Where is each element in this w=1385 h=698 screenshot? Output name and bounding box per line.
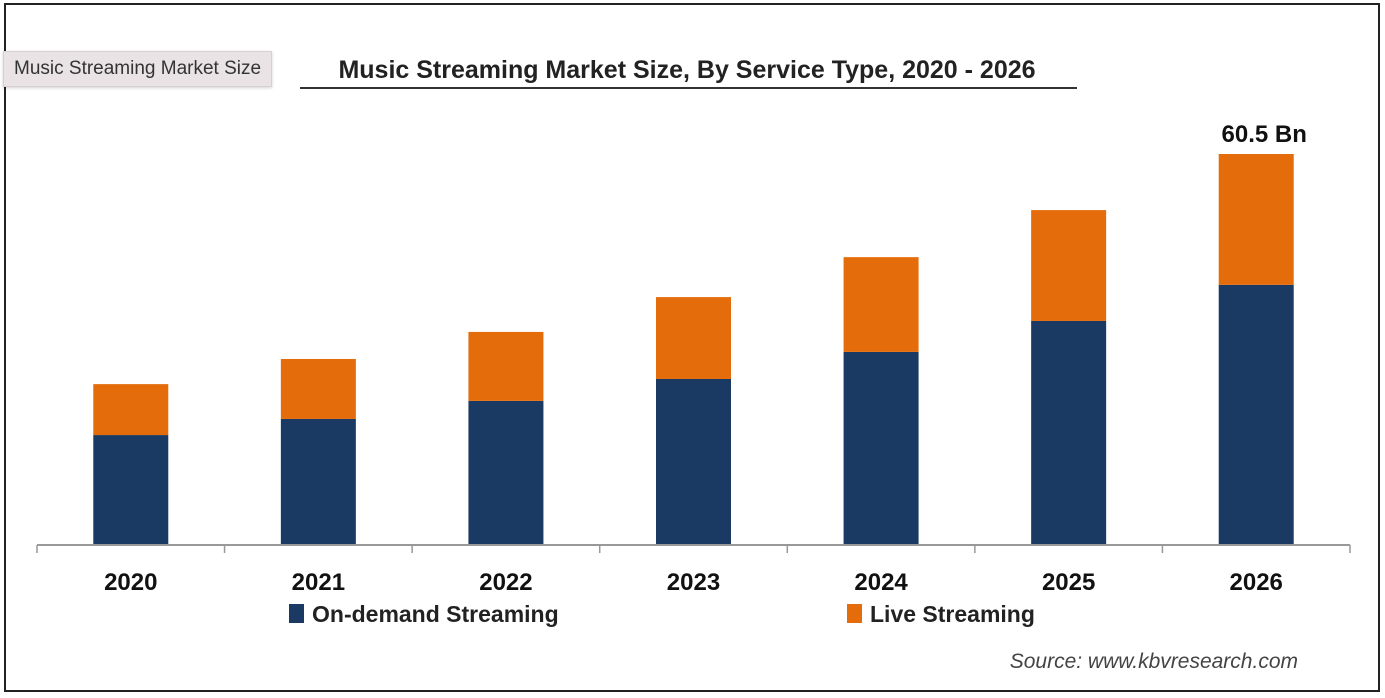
legend-swatch-on-demand — [289, 604, 304, 623]
bar-on-demand-2021 — [280, 418, 356, 544]
tooltip: Music Streaming Market Size — [3, 51, 273, 87]
bar-live-2026 — [1218, 154, 1294, 285]
legend-label-on-demand: On-demand Streaming — [312, 601, 559, 627]
x-tick-label: 2020 — [104, 569, 157, 596]
bar-on-demand-2024 — [843, 351, 919, 544]
bar-on-demand-2020 — [93, 435, 169, 544]
legend-swatch-live — [847, 604, 862, 623]
x-tick-label: 2023 — [667, 569, 720, 596]
bar-live-2020 — [93, 384, 169, 436]
x-tick-label: 2024 — [854, 569, 908, 596]
bar-on-demand-2026 — [1218, 284, 1294, 544]
x-tick-label: 2025 — [1042, 569, 1095, 596]
legend: On-demand Streaming Live Streaming — [289, 601, 1035, 627]
annotations: 60.5 Bn — [1222, 121, 1307, 148]
legend-label-live: Live Streaming — [870, 601, 1035, 627]
bar-on-demand-2023 — [656, 378, 731, 544]
bar-on-demand-2022 — [468, 400, 544, 544]
source-note: Source: www.kbvresearch.com — [1010, 650, 1298, 673]
bar-live-2025 — [1031, 210, 1107, 321]
x-tick-label: 2021 — [292, 569, 345, 596]
bar-live-2024 — [843, 257, 919, 352]
x-tick-label: 2026 — [1230, 569, 1283, 596]
bar-on-demand-2025 — [1031, 320, 1107, 544]
x-tick-label: 2022 — [479, 569, 532, 596]
chart-title: Music Streaming Market Size, By Service … — [338, 56, 1035, 84]
bar-live-2022 — [468, 331, 544, 401]
data-label-total-2026: 60.5 Bn — [1222, 121, 1307, 148]
bar-live-2021 — [280, 358, 356, 419]
bar-live-2023 — [656, 297, 731, 379]
x-axis-labels: 2020 2021 2022 2023 2024 2025 2026 — [104, 569, 1283, 596]
x-axis-ticks — [36, 545, 1351, 553]
bars-group — [93, 154, 1294, 544]
